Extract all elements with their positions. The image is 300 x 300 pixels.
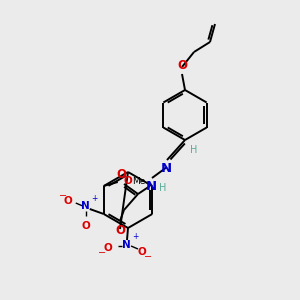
Text: O: O xyxy=(138,247,146,257)
Text: O: O xyxy=(124,176,133,186)
Text: O: O xyxy=(177,59,187,72)
Text: N: N xyxy=(81,201,90,211)
Text: −: − xyxy=(59,191,67,201)
Text: N: N xyxy=(146,180,157,193)
Text: +: + xyxy=(132,232,138,241)
Text: O: O xyxy=(116,168,126,181)
Text: −: − xyxy=(144,252,152,262)
Text: O: O xyxy=(115,224,125,237)
Text: N: N xyxy=(122,240,130,250)
Text: O: O xyxy=(63,196,72,206)
Text: +: + xyxy=(91,194,97,203)
Text: Me: Me xyxy=(132,176,145,185)
Text: H: H xyxy=(190,145,197,155)
Text: H: H xyxy=(159,183,166,193)
Text: N: N xyxy=(160,162,172,175)
Text: O: O xyxy=(81,221,90,231)
Text: O: O xyxy=(103,243,112,253)
Text: −: − xyxy=(98,248,106,258)
